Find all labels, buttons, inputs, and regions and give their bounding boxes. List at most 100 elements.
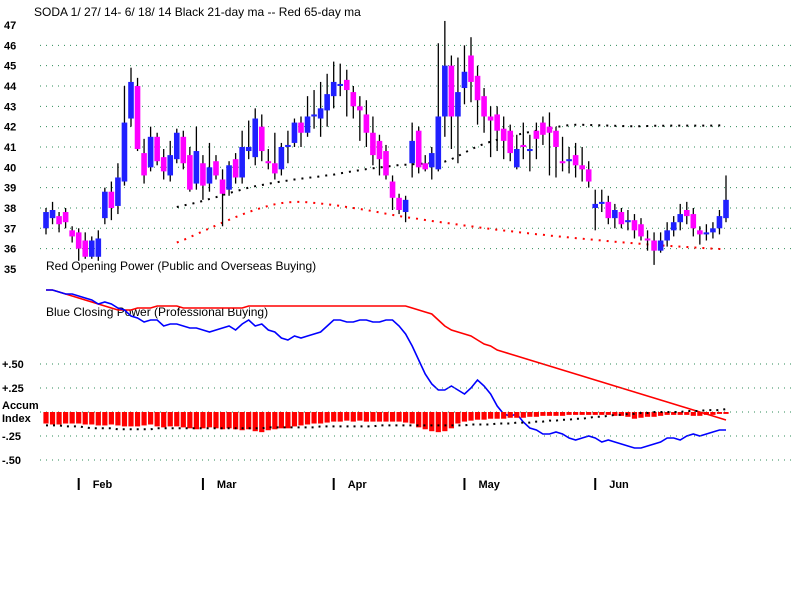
accum-bar (102, 412, 108, 426)
candle (154, 132, 160, 166)
accum-bar (121, 412, 128, 427)
accum-bar (167, 412, 173, 427)
candle (200, 155, 206, 200)
candle (612, 203, 618, 229)
candle-body (102, 191, 108, 219)
candle (435, 43, 442, 172)
candle (409, 122, 415, 178)
accum-bar (233, 412, 239, 430)
accum-bar (95, 412, 101, 426)
candle-body (664, 230, 670, 241)
accum-bar (403, 412, 409, 423)
candle (298, 116, 304, 147)
candle (363, 100, 370, 147)
price-tick-35: 35 (4, 264, 16, 276)
candle (670, 216, 677, 237)
candle-body (631, 220, 638, 231)
candle (213, 155, 219, 180)
candle (468, 37, 474, 103)
accum-bar (514, 412, 520, 418)
candle-body (43, 212, 49, 229)
candle (422, 155, 429, 172)
candle (272, 132, 278, 180)
accum-bar (422, 412, 428, 430)
candle (330, 61, 337, 109)
candle (664, 222, 670, 247)
candle (631, 214, 638, 239)
candle-body (147, 136, 154, 168)
candle-body (160, 157, 167, 172)
candle-body (396, 197, 402, 211)
accum-bar (481, 412, 487, 420)
candle (128, 67, 134, 127)
accum-bar (448, 412, 454, 429)
candle-body (461, 71, 468, 89)
candle-body (311, 114, 317, 117)
candle (625, 210, 631, 231)
candle-body (546, 126, 553, 133)
candle-body (134, 85, 141, 150)
candle (160, 149, 167, 180)
price-tick-45: 45 (4, 61, 16, 73)
candle (49, 201, 56, 225)
candle (219, 169, 226, 227)
candle-body (455, 92, 461, 117)
candle-body (75, 232, 82, 249)
candle-body (69, 230, 75, 237)
month-label-May: May (478, 479, 500, 491)
candle (265, 149, 272, 170)
accum-bar (546, 412, 553, 416)
candle (428, 146, 435, 180)
candle (141, 138, 147, 184)
candle-body (298, 122, 304, 133)
accum-bar (566, 412, 572, 415)
accum-grid: +.50 +.25 -.25 -.50 (2, 359, 795, 467)
accum-bar (618, 412, 624, 416)
price-tick-38: 38 (4, 203, 16, 215)
candle (579, 146, 585, 182)
price-tick-37: 37 (4, 223, 16, 235)
candle-body (487, 116, 494, 121)
accum-bar (69, 412, 75, 424)
month-label-Feb: Feb (93, 479, 113, 491)
candle-body (376, 140, 383, 160)
candle (494, 106, 500, 152)
candle-body (415, 130, 422, 168)
candle-body (697, 230, 703, 235)
accum-bar (272, 412, 278, 430)
accum-bar (631, 412, 638, 419)
candle (657, 232, 664, 253)
candle (370, 116, 376, 166)
candle (487, 106, 494, 158)
candle-body (272, 163, 278, 174)
accum-bar (63, 412, 69, 424)
candle-body (285, 144, 291, 147)
accum-bar (533, 412, 539, 417)
accum-bar (252, 412, 258, 432)
accum-bar (200, 412, 206, 429)
candle-body (337, 83, 344, 86)
candle-body (167, 155, 174, 176)
candle (461, 45, 468, 105)
accum-bar (108, 412, 114, 425)
candle (592, 189, 599, 231)
candle (69, 226, 75, 243)
candle (337, 63, 344, 97)
accum-bar (435, 412, 441, 433)
candle (193, 126, 200, 190)
candle-body (520, 144, 527, 147)
candle (239, 130, 245, 184)
candle-body (468, 55, 474, 82)
candle-body (56, 216, 62, 225)
accum-bar (520, 412, 526, 418)
accum-bar (612, 412, 618, 416)
candle (357, 96, 363, 141)
candle (258, 114, 265, 162)
candle-body (592, 203, 599, 208)
accum-bar (559, 412, 566, 416)
candle (324, 73, 330, 127)
accum-bar (625, 412, 631, 417)
candle (56, 212, 62, 233)
accum-bar (690, 412, 696, 416)
